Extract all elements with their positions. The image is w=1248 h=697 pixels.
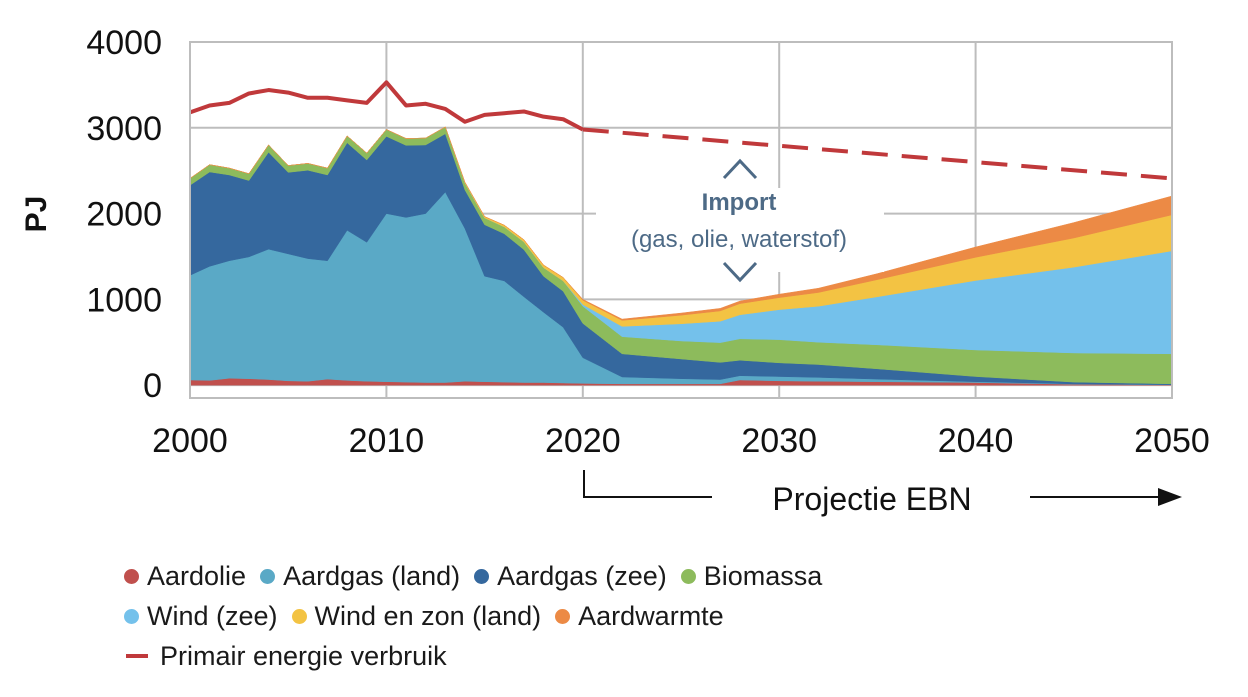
x-tick-label: 2030: [741, 422, 817, 460]
legend-label: Aardwarmte: [578, 601, 724, 631]
x-axis-ticks: 2000 2010 2020 2030 2040 2050: [152, 422, 1210, 460]
import-subtitle: (gas, olie, waterstof): [631, 226, 847, 253]
primary-energy-line: [189, 80, 584, 132]
legend-item: Primair energie verbruik: [122, 636, 447, 676]
x-tick-label: 2020: [545, 422, 621, 460]
legend-item: Aardwarmte: [553, 596, 724, 636]
legend-swatch: [291, 608, 307, 624]
legend: Aardolie Aardgas (land) Aardgas (zee) Bi…: [122, 556, 834, 676]
x-tick-label: 2010: [349, 422, 425, 460]
plot-border: [189, 41, 1173, 399]
import-annotation: Import (gas, olie, waterstof): [596, 158, 884, 283]
y-axis-ticks: 0 1000 2000 3000 4000: [86, 24, 162, 405]
x-tick-label: 2040: [938, 422, 1014, 460]
y-axis-label: PJ: [20, 196, 53, 233]
arrow-right-icon: [1158, 488, 1182, 506]
legend-swatch: [474, 568, 490, 584]
legend-label: Wind en zon (land): [314, 601, 542, 631]
legend-item: Biomassa: [679, 556, 823, 596]
chevron-up-icon: [722, 158, 758, 180]
legend-swatch: [555, 608, 571, 624]
legend-item: Aardgas (zee): [472, 556, 667, 596]
legend-line-swatch: [126, 654, 148, 658]
consumption-line: [189, 80, 1173, 181]
legend-label: Biomassa: [703, 561, 823, 591]
legend-swatch: [124, 568, 139, 584]
legend-item: Wind en zon (land): [290, 596, 542, 636]
x-tick-label: 2050: [1134, 422, 1210, 460]
x-tick-label: 2000: [152, 422, 228, 460]
legend-item: Aardolie: [122, 556, 246, 596]
legend-item: Aardgas (land): [258, 556, 460, 596]
legend-label: Primair energie verbruik: [160, 641, 447, 671]
y-tick-label: 1000: [86, 281, 162, 319]
legend-swatch: [260, 568, 276, 584]
projection-bracket: [583, 470, 712, 498]
import-label-background: [596, 188, 884, 272]
legend-row: Primair energie verbruik: [122, 636, 834, 676]
legend-label: Aardolie: [147, 561, 247, 591]
legend-swatch: [680, 568, 696, 584]
chevron-down-icon: [722, 261, 758, 283]
projection-label: Projectie EBN: [772, 481, 971, 517]
primary-energy-projection-line: [582, 127, 1173, 181]
y-tick-label: 0: [143, 367, 162, 405]
legend-item: Wind (zee): [122, 596, 278, 636]
legend-label: Wind (zee): [147, 601, 278, 631]
projection-marker: Projectie EBN: [583, 470, 1182, 517]
y-tick-label: 4000: [86, 24, 162, 62]
legend-row: Wind (zee) Wind en zon (land) Aardwarmte: [122, 596, 834, 636]
import-title: Import: [702, 189, 777, 216]
y-tick-label: 2000: [86, 196, 162, 234]
legend-swatch: [124, 608, 139, 624]
plot-frame: [189, 41, 1173, 399]
stacked-areas: [189, 126, 1173, 386]
legend-label: Aardgas (zee): [497, 561, 667, 591]
legend-label: Aardgas (land): [283, 561, 461, 591]
legend-row: Aardolie Aardgas (land) Aardgas (zee) Bi…: [122, 556, 834, 596]
y-tick-label: 3000: [86, 110, 162, 148]
